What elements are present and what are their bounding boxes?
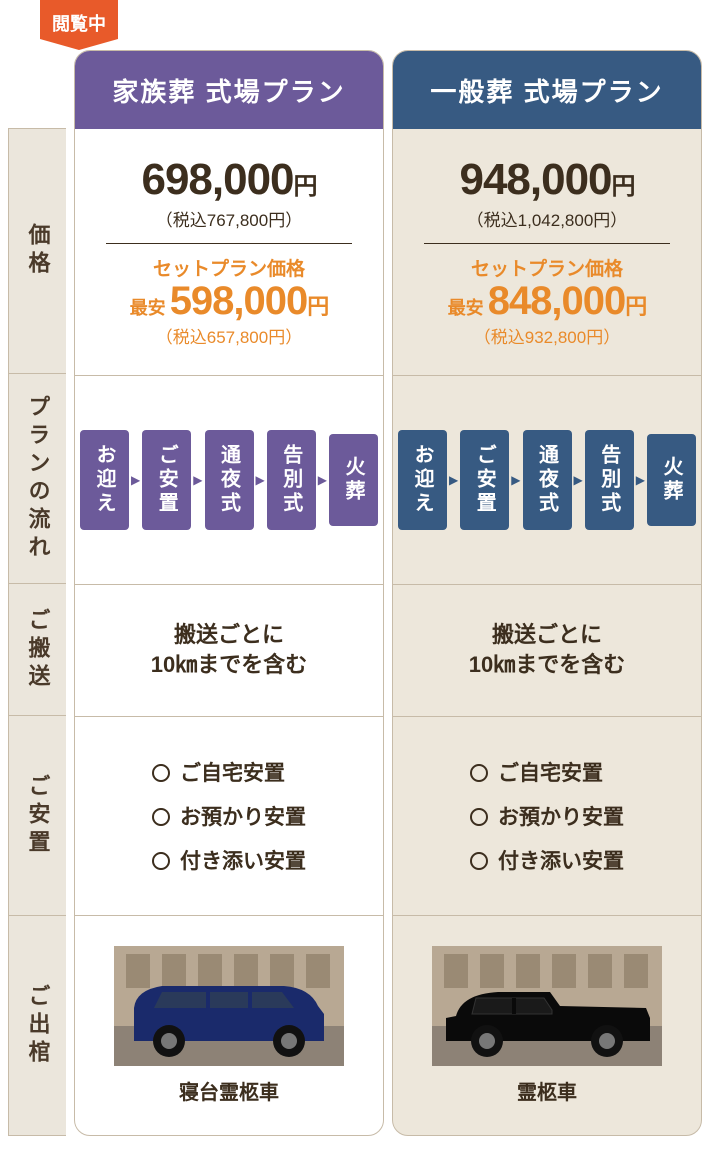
circle-icon — [470, 852, 488, 870]
flow-steps: お迎え▶ご安置▶通夜式▶告別式▶火葬 — [398, 430, 696, 530]
set-prefix: 最安 — [130, 294, 166, 320]
price-cell: 948,000円（税込1,042,800円）セットプラン価格最安848,000円… — [393, 129, 701, 375]
flow-step: お迎え — [398, 430, 447, 530]
flow-step: 火葬 — [647, 434, 696, 526]
base-price-tax: （税込767,800円） — [156, 206, 302, 231]
plan-column-general: 一般葬 式場プラン948,000円（税込1,042,800円）セットプラン価格最… — [392, 50, 702, 1136]
row-label-text: 価格 — [22, 223, 54, 279]
flow-step: ご安置 — [460, 430, 509, 530]
flow-step: ご安置 — [142, 430, 191, 530]
set-price-row: 最安598,000円 — [130, 281, 329, 321]
row-label-coffin: ご出棺 — [8, 916, 66, 1136]
flow-step: 通夜式 — [205, 430, 254, 530]
row-label-price: 価格 — [8, 128, 66, 374]
flow-step: 通夜式 — [523, 430, 572, 530]
base-price: 948,000円 — [459, 156, 634, 204]
hearse-car-image — [432, 946, 662, 1066]
circle-icon — [470, 764, 488, 782]
van-car-image — [114, 946, 344, 1066]
row-label-text: ご安置 — [22, 774, 54, 858]
set-price: 848,000円 — [488, 281, 647, 321]
row-label-text: ご搬送 — [22, 608, 54, 692]
plan-grid: 価格プランの流れご搬送ご安置ご出棺家族葬 式場プラン698,000円（税込767… — [0, 50, 704, 1136]
rest-option: お預かり安置 — [152, 801, 306, 831]
flow-arrow-icon: ▶ — [318, 473, 327, 487]
flow-step: 火葬 — [329, 434, 378, 526]
rest-options: ご自宅安置お預かり安置付き添い安置 — [470, 757, 624, 875]
flow-step: 告別式 — [267, 430, 316, 530]
set-plan-label: セットプラン価格 — [153, 254, 305, 281]
rest-option: 付き添い安置 — [470, 845, 624, 875]
corner-spacer — [8, 50, 66, 128]
car-label: 霊柩車 — [517, 1076, 577, 1105]
flow-arrow-icon: ▶ — [636, 473, 645, 487]
row-label-rest: ご安置 — [8, 716, 66, 916]
transport-text: 搬送ごとに10㎞までを含む — [469, 620, 625, 682]
rest-option: 付き添い安置 — [152, 845, 306, 875]
circle-icon — [470, 808, 488, 826]
circle-icon — [152, 852, 170, 870]
rest-option: お預かり安置 — [470, 801, 624, 831]
set-plan-label: セットプラン価格 — [471, 254, 623, 281]
flow-arrow-icon: ▶ — [131, 473, 140, 487]
row-label-flow: プランの流れ — [8, 374, 66, 584]
set-price-tax: （税込657,800円） — [156, 323, 302, 348]
rest-cell: ご自宅安置お預かり安置付き添い安置 — [75, 716, 383, 916]
flow-arrow-icon: ▶ — [256, 473, 265, 487]
set-price-tax: （税込932,800円） — [474, 323, 620, 348]
plan-column-family: 家族葬 式場プラン698,000円（税込767,800円）セットプラン価格最安5… — [74, 50, 384, 1136]
flow-steps: お迎え▶ご安置▶通夜式▶告別式▶火葬 — [80, 430, 378, 530]
price-divider — [424, 243, 670, 244]
base-price-tax: （税込1,042,800円） — [467, 206, 628, 231]
row-label-text: ご出棺 — [22, 984, 54, 1068]
circle-icon — [152, 764, 170, 782]
comparison-table: 閲覧中 価格プランの流れご搬送ご安置ご出棺家族葬 式場プラン698,000円（税… — [0, 0, 704, 1136]
plan-header: 一般葬 式場プラン — [393, 51, 701, 129]
departure-cell: 霊柩車 — [393, 915, 701, 1135]
flow-cell: お迎え▶ご安置▶通夜式▶告別式▶火葬 — [393, 375, 701, 585]
departure-cell: 寝台霊柩車 — [75, 915, 383, 1135]
flow-arrow-icon: ▶ — [193, 473, 202, 487]
row-label-transport: ご搬送 — [8, 584, 66, 716]
price-divider — [106, 243, 352, 244]
set-prefix: 最安 — [448, 294, 484, 320]
current-badge: 閲覧中 — [40, 0, 118, 50]
flow-arrow-icon: ▶ — [449, 473, 458, 487]
flow-step: 告別式 — [585, 430, 634, 530]
flow-cell: お迎え▶ご安置▶通夜式▶告別式▶火葬 — [75, 375, 383, 585]
set-price-row: 最安848,000円 — [448, 281, 647, 321]
flow-step: お迎え — [80, 430, 129, 530]
transport-cell: 搬送ごとに10㎞までを含む — [393, 584, 701, 716]
row-label-text: プランの流れ — [22, 395, 54, 563]
rest-options: ご自宅安置お預かり安置付き添い安置 — [152, 757, 306, 875]
price-cell: 698,000円（税込767,800円）セットプラン価格最安598,000円（税… — [75, 129, 383, 375]
transport-text: 搬送ごとに10㎞までを含む — [151, 620, 307, 682]
transport-cell: 搬送ごとに10㎞までを含む — [75, 584, 383, 716]
base-price: 698,000円 — [141, 156, 316, 204]
set-price: 598,000円 — [170, 281, 329, 321]
rest-option: ご自宅安置 — [152, 757, 285, 787]
flow-arrow-icon: ▶ — [574, 473, 583, 487]
rest-option: ご自宅安置 — [470, 757, 603, 787]
circle-icon — [152, 808, 170, 826]
rest-cell: ご自宅安置お預かり安置付き添い安置 — [393, 716, 701, 916]
plan-header: 家族葬 式場プラン — [75, 51, 383, 129]
flow-arrow-icon: ▶ — [511, 473, 520, 487]
car-label: 寝台霊柩車 — [179, 1076, 279, 1105]
